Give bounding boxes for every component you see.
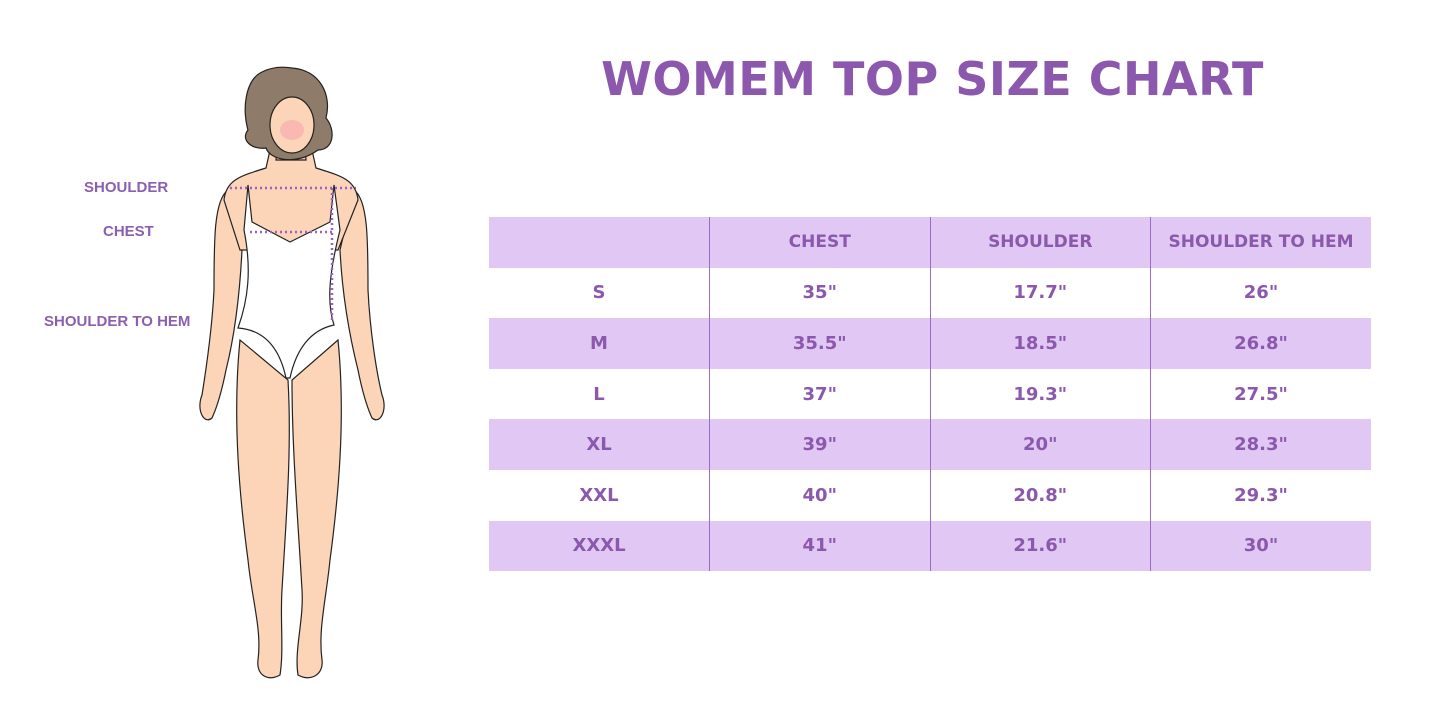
shoulder-to-hem-label: SHOULDER TO HEM	[44, 313, 191, 330]
chest-cell: 35"	[709, 267, 930, 319]
chest-cell: 40"	[709, 469, 930, 521]
table-row: XXL 40" 20.8" 29.3"	[489, 469, 1371, 521]
hem-cell: 29.3"	[1150, 469, 1371, 521]
shoulder-cell: 19.3"	[929, 368, 1151, 420]
size-cell: XXL	[579, 484, 619, 506]
shoulder-cell: 21.6"	[929, 520, 1151, 572]
header-shoulder-to-hem: SHOULDER TO HEM	[1150, 217, 1371, 268]
table-row: M 35.5" 18.5" 26.8"	[489, 318, 1371, 369]
size-cell: XXXL	[489, 520, 710, 572]
table-row: L 37" 19.3" 27.5"	[489, 368, 1371, 420]
chest-cell: 37"	[709, 368, 930, 420]
size-cell: S	[592, 282, 606, 304]
table-row: XL 39" 20" 28.3"	[489, 419, 1371, 470]
chest-label: CHEST	[103, 223, 154, 240]
header-chest: CHEST	[709, 217, 930, 268]
shoulder-cell: 20.8"	[929, 469, 1151, 521]
table-row: S 35" 17.7" 26"	[489, 267, 1371, 319]
chest-cell: 35.5"	[709, 318, 930, 369]
shoulder-label: SHOULDER	[84, 179, 169, 196]
hem-cell: 26.8"	[1150, 318, 1371, 369]
shoulder-cell: 20"	[929, 419, 1151, 470]
body-figure-illustration	[199, 66, 385, 679]
header-size	[489, 217, 710, 268]
page-title: WOMEM TOP SIZE CHART	[601, 52, 1264, 106]
size-cell: M	[489, 318, 710, 369]
size-cell: XL	[489, 419, 710, 470]
shoulder-cell: 18.5"	[929, 318, 1151, 369]
chest-cell: 41"	[709, 520, 930, 572]
hem-cell: 26"	[1150, 267, 1371, 319]
size-chart-table: CHEST SHOULDER SHOULDER TO HEM S 35" 17.…	[489, 217, 1371, 572]
hem-cell: 28.3"	[1150, 419, 1371, 470]
shoulder-cell: 17.7"	[929, 267, 1151, 319]
table-header-row: CHEST SHOULDER SHOULDER TO HEM	[489, 217, 1371, 268]
hem-cell: 27.5"	[1150, 368, 1371, 420]
size-cell: L	[593, 383, 605, 405]
hem-cell: 30"	[1150, 520, 1371, 572]
header-shoulder: SHOULDER	[929, 217, 1151, 268]
chest-cell: 39"	[709, 419, 930, 470]
table-row: XXXL 41" 21.6" 30"	[489, 520, 1371, 572]
